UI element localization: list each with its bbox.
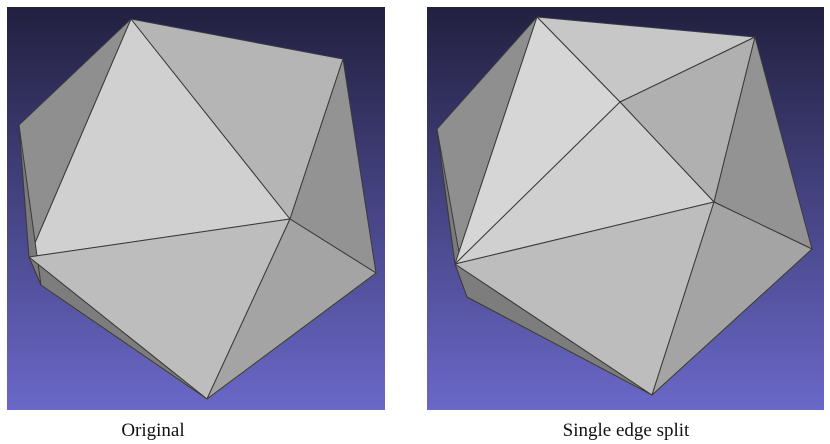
mesh-faces [436,16,813,396]
split-caption: Single edge split [562,420,690,441]
mesh-face [18,124,42,286]
original-mesh-render [7,7,385,410]
mesh-face [206,218,377,400]
mesh-face [651,201,813,396]
original-caption: Original [121,420,185,441]
split-mesh-render [427,7,824,410]
original-mesh-viewport [7,7,385,410]
split-mesh-viewport [427,7,824,410]
mesh-faces [18,18,377,400]
